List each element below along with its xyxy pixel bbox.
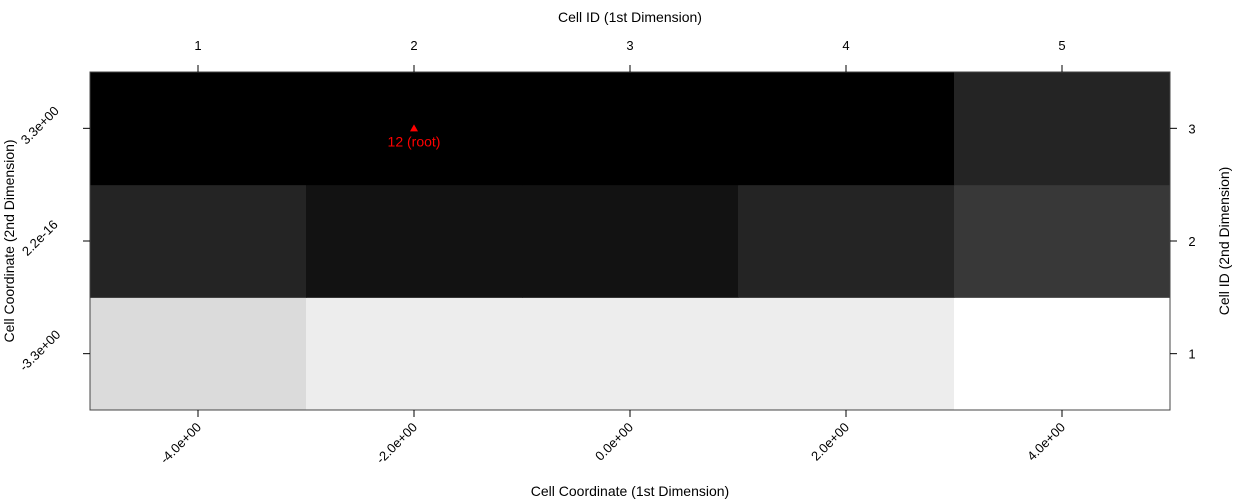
- heatmap-cell: [738, 184, 955, 298]
- x-id-tick-label: 2: [410, 38, 417, 53]
- x-tick-label: 2.0e+00: [808, 420, 852, 464]
- x-tick-label: 0.0e+00: [592, 420, 636, 464]
- annotation-group: 12 (root): [388, 124, 441, 149]
- root-annotation-label: 12 (root): [388, 133, 441, 149]
- y-tick-label: 2.2e-16: [19, 217, 61, 259]
- heatmap-cell: [522, 297, 739, 411]
- root-marker: [410, 124, 418, 132]
- left-axis-title: Cell Coordinate (2nd Dimension): [1, 139, 17, 342]
- heatmap-cell: [954, 72, 1171, 186]
- bottom-axis-title: Cell Coordinate (1st Dimension): [531, 483, 729, 499]
- heatmap-cell: [954, 184, 1171, 298]
- x-id-tick-label: 1: [194, 38, 201, 53]
- heatmap-cell: [738, 297, 955, 411]
- y-tick-label: 3.3e+00: [18, 103, 62, 147]
- heatmap-cell: [738, 72, 955, 186]
- x-id-tick-label: 4: [842, 38, 849, 53]
- y-id-tick-label: 2: [1188, 234, 1195, 249]
- right-axis-title: Cell ID (2nd Dimension): [1216, 167, 1232, 316]
- heatmap-cell: [90, 184, 307, 298]
- y-id-tick-label: 3: [1188, 121, 1195, 136]
- x-tick-label: -4.0e+00: [157, 420, 204, 467]
- x-tick-label: -2.0e+00: [373, 420, 420, 467]
- y-tick-label: -3.3e+00: [16, 327, 63, 374]
- heatmap-cell: [90, 297, 307, 411]
- y-id-tick-label: 1: [1188, 347, 1195, 362]
- heatmap-cell: [306, 184, 523, 298]
- x-id-tick-label: 3: [626, 38, 633, 53]
- heatmap-cells: [90, 72, 1171, 411]
- top-axis-title: Cell ID (1st Dimension): [558, 9, 702, 25]
- heatmap-cell: [522, 184, 739, 298]
- heatmap-cell: [306, 297, 523, 411]
- heatmap-cell: [90, 72, 307, 186]
- x-id-tick-label: 5: [1058, 38, 1065, 53]
- heatmap-cell: [522, 72, 739, 186]
- heatmap-cell: [954, 297, 1171, 411]
- x-tick-label: 4.0e+00: [1024, 420, 1068, 464]
